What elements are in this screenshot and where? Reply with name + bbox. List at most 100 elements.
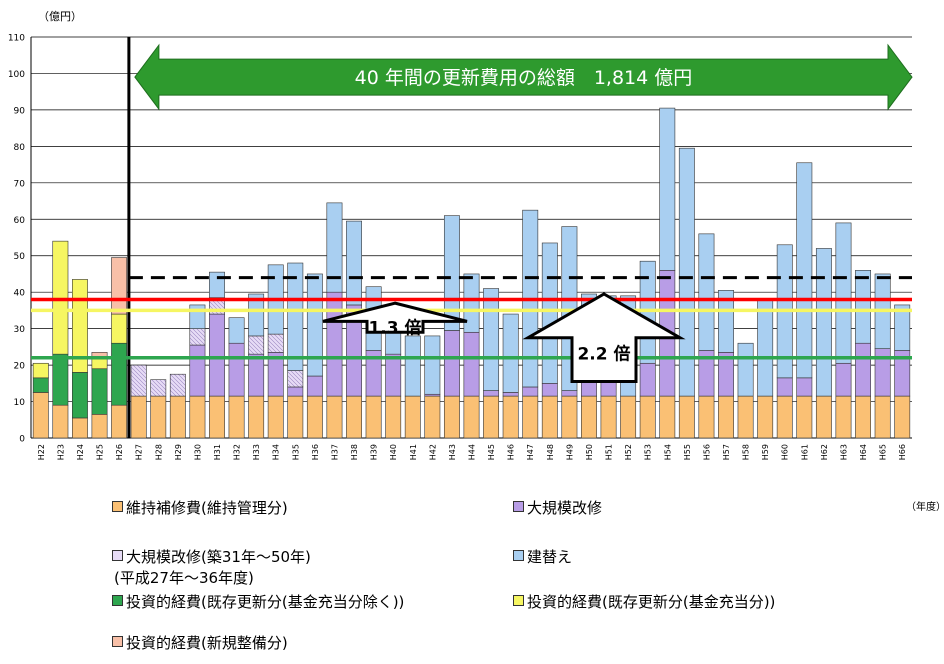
bar-segment: [326, 395, 343, 439]
y-tick-label: 90: [14, 106, 26, 116]
bar-segment: [326, 202, 343, 293]
bar-segment: [522, 386, 539, 397]
bar-segment: [209, 395, 225, 439]
x-tick-label: H37: [330, 444, 339, 460]
bar-segment: [855, 270, 871, 344]
legend-item: 投資的経費(既存更新分(基金充当分除く)): [112, 591, 404, 612]
x-tick-label: H64: [859, 444, 868, 460]
bar-segment: [443, 215, 460, 331]
legend-item: 建替え: [513, 546, 572, 567]
x-tick-label: H30: [193, 444, 202, 460]
x-tick-label: H46: [507, 444, 516, 460]
x-tick-label: H65: [879, 444, 888, 460]
bar-segment: [639, 362, 656, 397]
bar-segment: [169, 373, 186, 397]
x-tick-label: H52: [624, 444, 633, 460]
bar-segment: [796, 377, 813, 397]
bar-segment: [365, 395, 382, 439]
bar-segment: [659, 107, 676, 271]
bar-segment: [72, 372, 88, 419]
y-tick-label: 20: [14, 362, 26, 372]
legend-swatch: [513, 501, 524, 512]
bar-segment: [443, 330, 460, 397]
x-tick-label: H63: [839, 444, 848, 460]
legend-swatch: [112, 595, 123, 606]
legend-item: 維持補修費(維持管理分): [112, 497, 288, 518]
x-tick-label: H33: [252, 444, 261, 460]
bar-segment: [835, 395, 852, 439]
bar-segment: [72, 279, 88, 373]
bar-segment: [189, 304, 206, 329]
x-tick-label: H40: [389, 444, 398, 460]
bar-segment: [443, 395, 460, 439]
legend-swatch: [112, 501, 123, 512]
x-tick-label: H61: [800, 444, 809, 460]
bar-segment: [483, 390, 500, 397]
bar-segment: [855, 395, 871, 439]
bar-segment: [874, 348, 891, 397]
bar-segment: [483, 395, 500, 439]
bar-segment: [561, 395, 578, 439]
bar-segment: [404, 395, 421, 439]
bar-segment: [502, 392, 519, 397]
x-tick-label: H56: [702, 444, 711, 460]
bar-segment: [678, 147, 695, 397]
bar-segment: [678, 395, 695, 439]
x-tick-label: H42: [428, 444, 437, 460]
total-banner-text: 40 年間の更新費用の総額 1,814 億円: [355, 67, 693, 89]
bar-segment: [111, 313, 128, 344]
bar-segment: [600, 395, 617, 439]
legend-label: 投資的経費(既存更新分(基金充当分)): [527, 593, 776, 611]
x-tick-label: H23: [56, 444, 65, 460]
bar-segment: [91, 414, 108, 439]
y-tick-label: 70: [14, 179, 26, 189]
bar-segment: [796, 162, 813, 379]
ratio-arrow-2: [522, 292, 686, 383]
x-tick-label: H44: [468, 444, 477, 460]
bar-segment: [737, 395, 754, 439]
bar-segment: [130, 364, 147, 397]
legend-swatch: [112, 550, 123, 561]
x-tick-label: H29: [174, 444, 183, 460]
bar-segment: [815, 395, 832, 439]
x-tick-label: H28: [154, 444, 163, 460]
bar-segment: [111, 404, 128, 439]
bar-segment: [502, 313, 519, 393]
bar-segment: [737, 342, 754, 397]
bar-segment: [32, 377, 49, 393]
x-axis-label: （年度）: [906, 500, 944, 513]
bar-segment: [189, 395, 206, 439]
bar-segment: [209, 313, 225, 397]
bar-segment: [757, 299, 774, 397]
legend-item: 大規模改修(築31年～50年): [112, 546, 311, 567]
bar-segment: [463, 395, 480, 439]
x-tick-label: H50: [585, 444, 594, 460]
bar-segment: [796, 395, 813, 439]
bar-segment: [463, 273, 480, 333]
bar-segment: [385, 395, 402, 439]
x-tick-label: H58: [742, 444, 751, 460]
y-axis-label: （億円）: [38, 10, 82, 23]
total-banner-arrow: [134, 43, 913, 111]
x-tick-label: H35: [291, 444, 300, 460]
bar-segment: [287, 386, 304, 397]
bar-segment: [659, 395, 676, 439]
legend-label: 建替え: [527, 548, 573, 566]
bar-segment: [346, 220, 362, 306]
bar-segment: [189, 344, 206, 397]
legend-item: 投資的経費(既存更新分(基金充当分)): [513, 591, 775, 612]
bar-segment: [835, 362, 852, 397]
legend-swatch: [513, 595, 524, 606]
bar-segment: [150, 395, 167, 439]
y-tick-label: 80: [14, 143, 26, 153]
x-tick-label: H36: [311, 444, 320, 460]
x-tick-label: H60: [781, 444, 790, 460]
bar-segment: [718, 395, 734, 439]
bar-segment: [52, 240, 69, 355]
bar-segment: [228, 395, 245, 439]
bar-segment: [72, 417, 88, 439]
x-tick-label: H49: [565, 444, 574, 460]
bar-segment: [385, 353, 402, 397]
bar-segment: [111, 257, 128, 315]
